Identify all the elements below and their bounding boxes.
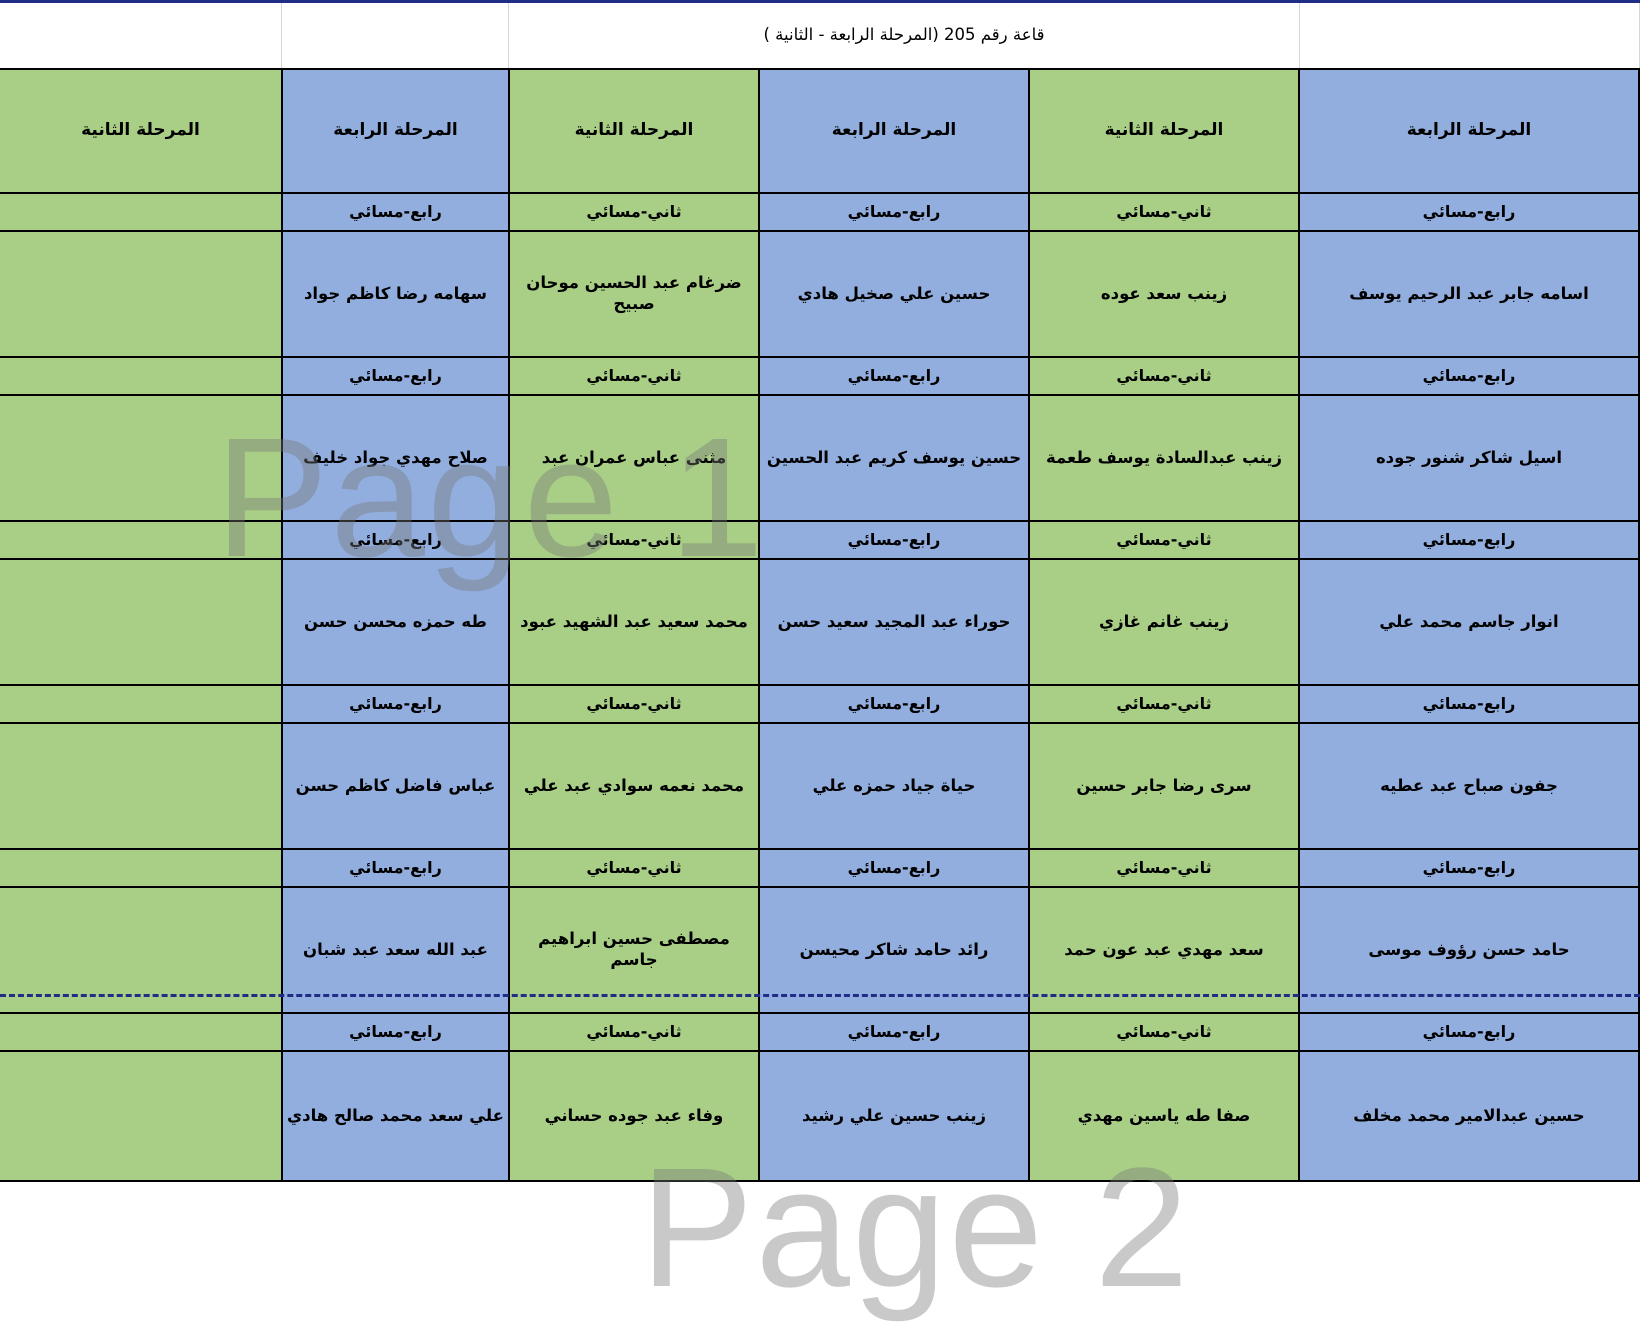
- section-label-r5-c4: ثاني-مسائي: [507, 848, 761, 888]
- section-label-r5-c2: ثاني-مسائي: [1028, 848, 1300, 888]
- column-header-stage2-b: المرحلة الثانية: [507, 68, 761, 194]
- column-header-stage2-a: المرحلة الثانية: [1028, 68, 1300, 194]
- section-label-row-4: رابع-مسائي ثاني-مسائي رابع-مسائي ثاني-مس…: [0, 684, 1640, 724]
- section-label-r1-c6: [0, 192, 283, 232]
- student-name-r6-c2: صفا طه ياسين مهدي: [1028, 1050, 1300, 1182]
- table-row: حسين عبدالامير محمد مخلف صفا طه ياسين مه…: [0, 1050, 1640, 1182]
- student-name-r2-c2: زينب عبدالسادة يوسف طعمة: [1028, 394, 1300, 522]
- section-label-r2-c5: رابع-مسائي: [280, 356, 510, 396]
- title-row: قاعة رقم 205 (المرحلة الرابعة - الثانية …: [0, 0, 1640, 70]
- section-label-row-1: رابع-مسائي ثاني-مسائي رابع-مسائي ثاني-مس…: [0, 192, 1640, 232]
- student-name-r5-c6: [0, 886, 283, 1014]
- student-name-r3-c4: محمد سعيد عبد الشهيد عبود: [507, 558, 761, 686]
- title-spacer-left: [0, 0, 283, 70]
- section-label-r3-c3: رابع-مسائي: [758, 520, 1030, 560]
- section-label-r2-c2: ثاني-مسائي: [1028, 356, 1300, 396]
- student-name-r6-c6: [0, 1050, 283, 1182]
- student-name-r1-c3: حسين علي صخيل هادي: [758, 230, 1030, 358]
- student-name-r6-c5: علي سعد محمد صالح هادي: [280, 1050, 510, 1182]
- section-label-r1-c5: رابع-مسائي: [280, 192, 510, 232]
- student-name-r3-c2: زينب غانم غازي: [1028, 558, 1300, 686]
- student-name-r1-c6: [0, 230, 283, 358]
- section-label-r5-c5: رابع-مسائي: [280, 848, 510, 888]
- table-row: حامد حسن رؤوف موسى سعد مهدي عبد عون حمد …: [0, 886, 1640, 1014]
- section-label-r3-c6: [0, 520, 283, 560]
- section-label-r4-c5: رابع-مسائي: [280, 684, 510, 724]
- student-name-r4-c2: سرى رضا جابر حسين: [1028, 722, 1300, 850]
- section-label-r2-c4: ثاني-مسائي: [507, 356, 761, 396]
- section-label-r5-c6: [0, 848, 283, 888]
- section-label-row-3: رابع-مسائي ثاني-مسائي رابع-مسائي ثاني-مس…: [0, 520, 1640, 560]
- student-name-r2-c3: حسين يوسف كريم عبد الحسين: [758, 394, 1030, 522]
- section-label-r4-c4: ثاني-مسائي: [507, 684, 761, 724]
- student-name-r3-c6: [0, 558, 283, 686]
- student-name-r1-c1: اسامه جابر عبد الرحيم يوسف: [1298, 230, 1640, 358]
- student-name-r2-c5: صلاح مهدي جواد خليف: [280, 394, 510, 522]
- student-name-r5-c2: سعد مهدي عبد عون حمد: [1028, 886, 1300, 1014]
- section-label-r4-c1: رابع-مسائي: [1298, 684, 1640, 724]
- student-name-r5-c5: عبد الله سعد عبد شبان: [280, 886, 510, 1014]
- section-label-r1-c2: ثاني-مسائي: [1028, 192, 1300, 232]
- table-row: جفون صباح عبد عطيه سرى رضا جابر حسين حيا…: [0, 722, 1640, 850]
- section-label-r6-c1: رابع-مسائي: [1298, 1012, 1640, 1052]
- section-label-row-5: رابع-مسائي ثاني-مسائي رابع-مسائي ثاني-مس…: [0, 848, 1640, 888]
- section-label-r1-c1: رابع-مسائي: [1298, 192, 1640, 232]
- section-label-row-6: رابع-مسائي ثاني-مسائي رابع-مسائي ثاني-مس…: [0, 1012, 1640, 1052]
- section-label-row-2: رابع-مسائي ثاني-مسائي رابع-مسائي ثاني-مس…: [0, 356, 1640, 396]
- spreadsheet-sheet: قاعة رقم 205 (المرحلة الرابعة - الثانية …: [0, 0, 1640, 1182]
- student-name-r4-c4: محمد نعمه سوادي عبد علي: [507, 722, 761, 850]
- student-name-r6-c1: حسين عبدالامير محمد مخلف: [1298, 1050, 1640, 1182]
- student-name-r6-c4: وفاء عبد جوده حساني: [507, 1050, 761, 1182]
- section-label-r6-c6: [0, 1012, 283, 1052]
- table-row: اسيل شاكر شنور جوده زينب عبدالسادة يوسف …: [0, 394, 1640, 522]
- student-name-r2-c6: [0, 394, 283, 522]
- student-name-r5-c4: مصطفى حسين ابراهيم جاسم: [507, 886, 761, 1014]
- section-label-r3-c2: ثاني-مسائي: [1028, 520, 1300, 560]
- student-name-r3-c5: طه حمزه محسن حسن: [280, 558, 510, 686]
- section-label-r2-c6: [0, 356, 283, 396]
- sheet-top-border: [0, 0, 1640, 3]
- section-label-r6-c5: رابع-مسائي: [280, 1012, 510, 1052]
- student-name-r2-c1: اسيل شاكر شنور جوده: [1298, 394, 1640, 522]
- section-label-r3-c4: ثاني-مسائي: [507, 520, 761, 560]
- student-name-r5-c1: حامد حسن رؤوف موسى: [1298, 886, 1640, 1014]
- section-label-r1-c3: رابع-مسائي: [758, 192, 1030, 232]
- student-name-r4-c6: [0, 722, 283, 850]
- section-label-r6-c3: رابع-مسائي: [758, 1012, 1030, 1052]
- student-name-r1-c4: ضرغام عبد الحسين موحان صبيح: [507, 230, 761, 358]
- student-name-r4-c3: حياة جياد حمزه علي: [758, 722, 1030, 850]
- section-label-r6-c2: ثاني-مسائي: [1028, 1012, 1300, 1052]
- column-header-stage4-c: المرحلة الرابعة: [280, 68, 510, 194]
- column-header-row: المرحلة الرابعة المرحلة الثانية المرحلة …: [0, 68, 1640, 194]
- table-row: اسامه جابر عبد الرحيم يوسف زينب سعد عوده…: [0, 230, 1640, 358]
- column-header-stage4-b: المرحلة الرابعة: [758, 68, 1030, 194]
- student-name-r1-c2: زينب سعد عوده: [1028, 230, 1300, 358]
- section-label-r5-c1: رابع-مسائي: [1298, 848, 1640, 888]
- column-header-stage2-c: المرحلة الثانية: [0, 68, 283, 194]
- section-label-r4-c6: [0, 684, 283, 724]
- section-label-r3-c5: رابع-مسائي: [280, 520, 510, 560]
- student-name-r1-c5: سهامه رضا كاظم جواد: [280, 230, 510, 358]
- section-label-r2-c3: رابع-مسائي: [758, 356, 1030, 396]
- page-title: قاعة رقم 205 (المرحلة الرابعة - الثانية …: [508, 0, 1300, 70]
- section-label-r4-c2: ثاني-مسائي: [1028, 684, 1300, 724]
- student-name-r4-c5: عباس فاضل كاظم حسن: [280, 722, 510, 850]
- section-label-r6-c4: ثاني-مسائي: [507, 1012, 761, 1052]
- section-label-r3-c1: رابع-مسائي: [1298, 520, 1640, 560]
- seating-table: قاعة رقم 205 (المرحلة الرابعة - الثانية …: [0, 0, 1640, 1182]
- section-label-r5-c3: رابع-مسائي: [758, 848, 1030, 888]
- student-name-r3-c1: انوار جاسم محمد علي: [1298, 558, 1640, 686]
- student-name-r4-c1: جفون صباح عبد عطيه: [1298, 722, 1640, 850]
- table-row: انوار جاسم محمد علي زينب غانم غازي حوراء…: [0, 558, 1640, 686]
- student-name-r5-c3: رائد حامد شاكر محيسن: [758, 886, 1030, 1014]
- section-label-r2-c1: رابع-مسائي: [1298, 356, 1640, 396]
- section-label-r4-c3: رابع-مسائي: [758, 684, 1030, 724]
- title-spacer-mid: [281, 0, 510, 70]
- student-name-r2-c4: مثنى عباس عمران عبد: [507, 394, 761, 522]
- section-label-r1-c4: ثاني-مسائي: [507, 192, 761, 232]
- column-header-stage4-a: المرحلة الرابعة: [1298, 68, 1640, 194]
- student-name-r3-c3: حوراء عبد المجيد سعيد حسن: [758, 558, 1030, 686]
- title-spacer-right: [1298, 0, 1640, 70]
- student-name-r6-c3: زينب حسين علي رشيد: [758, 1050, 1030, 1182]
